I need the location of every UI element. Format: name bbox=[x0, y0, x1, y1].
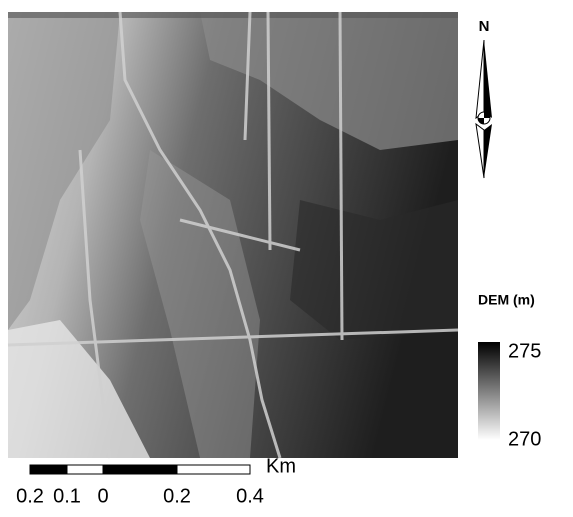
scale-bar: Km 0.2 0.1 0 0.2 0.4 bbox=[16, 455, 296, 507]
north-arrow: N bbox=[475, 18, 492, 179]
scale-tick-label: 0.2 bbox=[163, 485, 191, 507]
scale-unit: Km bbox=[266, 455, 296, 477]
scale-tick-label: 0 bbox=[97, 485, 108, 507]
scale-tick-label: 0.4 bbox=[236, 485, 264, 507]
dem-raster bbox=[7, 11, 459, 459]
legend-max: 275 bbox=[508, 340, 541, 362]
legend: DEM (m) 275 270 bbox=[478, 292, 541, 450]
legend-title: DEM (m) bbox=[478, 292, 535, 308]
scale-tick-label: 0.1 bbox=[53, 485, 81, 507]
legend-min: 270 bbox=[508, 428, 541, 450]
legend-ramp bbox=[478, 342, 500, 440]
scale-tick-label: 0.2 bbox=[16, 485, 44, 507]
north-label: N bbox=[479, 18, 490, 35]
